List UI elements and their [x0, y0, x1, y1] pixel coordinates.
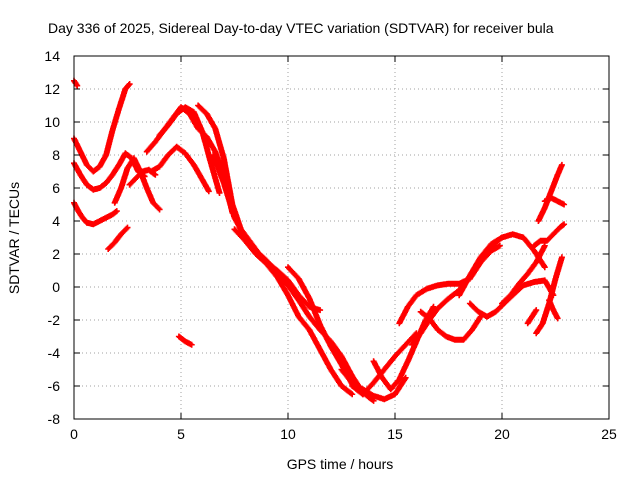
point-markers [105, 224, 131, 252]
series-arc-16 [338, 366, 409, 403]
point-markers [71, 199, 120, 228]
series-arc-21 [417, 308, 484, 343]
series-arc-6 [111, 155, 163, 213]
point-markers [231, 226, 356, 398]
point-markers [210, 152, 377, 404]
y-tick-label: 14 [44, 48, 60, 64]
x-tick-labels: 0 5 10 15 20 25 [70, 426, 617, 442]
y-tick-label: 2 [52, 246, 60, 262]
series-arc-5 [71, 77, 81, 89]
chart-grid [74, 56, 609, 419]
series-arc-10 [148, 143, 212, 195]
series-arc-24 [499, 242, 548, 307]
x-tick-label: 20 [494, 426, 510, 442]
point-markers [546, 297, 561, 322]
point-markers [535, 161, 565, 224]
x-tick-label: 25 [601, 426, 617, 442]
point-markers [111, 155, 163, 213]
x-tick-label: 15 [387, 426, 403, 442]
y-tick-label: -2 [48, 312, 61, 328]
series-arc-29 [541, 194, 568, 208]
point-markers [417, 308, 484, 343]
chart-title: Day 336 of 2025, Sidereal Day-to-day VTE… [48, 20, 554, 36]
point-markers [524, 307, 540, 327]
y-tick-label: 8 [52, 147, 60, 163]
y-tick-labels: -8 -6 -4 -2 0 2 4 6 8 10 12 14 [44, 48, 60, 427]
series-arc-3 [71, 199, 120, 228]
y-tick-label: -6 [48, 378, 61, 394]
data-points [71, 77, 568, 404]
series-arc-26 [533, 254, 565, 337]
axis-ticks [73, 55, 610, 420]
series-arc-25 [524, 307, 540, 327]
x-axis-label: GPS time / hours [287, 456, 394, 472]
point-markers [195, 102, 324, 314]
series-arc-12 [195, 102, 324, 314]
series-arc-30 [546, 297, 561, 322]
series-arc-20 [409, 242, 503, 348]
y-tick-label: 4 [52, 213, 60, 229]
series-arc-28 [531, 221, 568, 249]
series-arc-13 [210, 152, 377, 404]
plot-frame [73, 55, 610, 420]
series-arc-4 [105, 224, 131, 252]
x-tick-label: 10 [280, 426, 296, 442]
y-tick-label: 0 [52, 279, 60, 295]
y-tick-label: 10 [44, 114, 60, 130]
y-tick-label: -8 [48, 411, 61, 427]
point-markers [148, 143, 212, 195]
point-markers [338, 366, 409, 403]
y-tick-label: 12 [44, 81, 60, 97]
x-tick-label: 5 [177, 426, 185, 442]
y-tick-label: 6 [52, 180, 60, 196]
point-markers [533, 254, 565, 337]
point-markers [175, 333, 195, 348]
point-markers [531, 221, 568, 249]
y-tick-label: -4 [48, 345, 61, 361]
point-markers [156, 104, 223, 196]
series-arc-9 [156, 104, 223, 196]
point-markers [541, 194, 568, 208]
point-markers [71, 77, 81, 89]
x-tick-label: 0 [70, 426, 78, 442]
series-arc-27 [535, 161, 565, 224]
series-arc-14 [231, 226, 356, 398]
point-markers [499, 242, 548, 307]
y-axis-label: SDTVAR / TECUs [6, 182, 22, 294]
series-arc-11 [175, 333, 195, 348]
point-markers [409, 242, 503, 348]
